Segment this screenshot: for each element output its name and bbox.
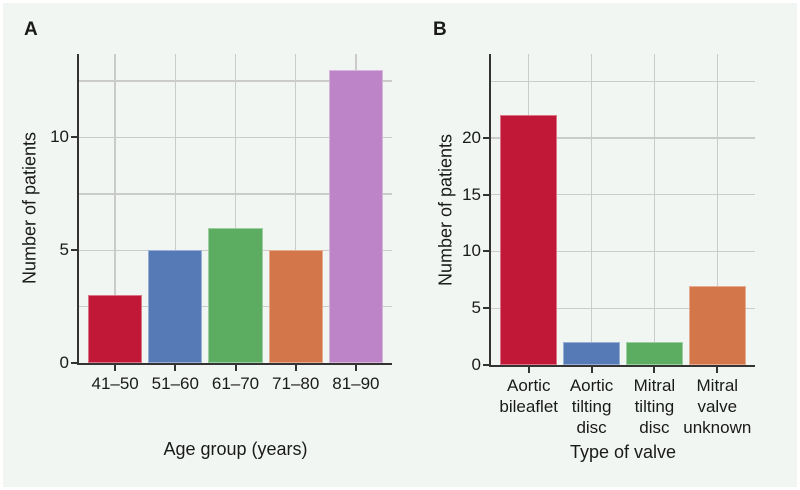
gridline-horizontal <box>491 194 755 196</box>
gridline-vertical <box>294 54 297 363</box>
bar-mitral-valve-unknown <box>689 285 746 365</box>
gridline-vertical <box>114 54 116 363</box>
y-axis-tick <box>483 364 489 366</box>
x-tick-label: Mitral valve unknown <box>683 376 752 437</box>
bar-mitral-tilting-disc <box>626 342 683 365</box>
bar-aortic-tilting-disc <box>563 342 620 365</box>
gridline-horizontal <box>491 307 755 309</box>
y-tick-label: 0 <box>59 353 69 372</box>
x-tick-label: Aortic tilting disc <box>569 376 614 437</box>
gridline-vertical <box>234 54 237 363</box>
x-axis-tick <box>234 365 237 371</box>
panel-label-b: B <box>433 19 448 40</box>
y-tick-label: 0 <box>471 355 481 374</box>
panel-b-y-axis-title: Number of patients <box>435 133 456 287</box>
gridline-vertical <box>174 54 176 363</box>
y-axis-tick <box>483 136 489 139</box>
panel-a-plot-area: 0 5 10 41–50 51–60 61–70 71–80 81–90 <box>50 54 392 393</box>
panel-a-x-axis-title: Age group (years) <box>163 439 308 459</box>
x-tick-label: 51–60 <box>151 374 199 393</box>
x-axis-tick <box>653 367 656 373</box>
x-axis-line <box>489 365 755 367</box>
x-tick-label: 71–80 <box>272 374 320 393</box>
gridline-vertical <box>590 54 593 365</box>
bar-71–80 <box>268 250 323 363</box>
x-axis-tick <box>590 367 593 373</box>
x-tick-label: Mitral tilting disc <box>633 376 676 437</box>
x-axis-tick <box>354 365 357 371</box>
gridline-vertical <box>653 54 656 365</box>
y-tick-label: 5 <box>471 298 481 318</box>
y-tick-label: 10 <box>50 127 69 147</box>
x-axis-tick <box>294 365 297 371</box>
x-axis-line <box>77 363 392 365</box>
y-axis-line <box>489 54 491 367</box>
x-tick-label: 81–90 <box>332 374 380 393</box>
x-axis-tick <box>114 365 117 371</box>
x-axis-tick <box>716 367 719 373</box>
figure-background <box>3 3 797 487</box>
bar-aortic-bileaflet <box>500 115 557 365</box>
panel-label-a: A <box>24 19 39 40</box>
bar-41–50 <box>88 295 143 363</box>
panel-b-plot-area: 0 5 10 15 20 Aortic bileaflet Aortic tilting d… <box>462 54 755 437</box>
x-axis-tick <box>174 365 177 371</box>
gridline-horizontal <box>491 250 755 253</box>
x-tick-label: 41–50 <box>91 374 139 393</box>
y-axis-tick <box>483 250 489 253</box>
gridline-horizontal <box>491 80 755 82</box>
bar-51–60 <box>148 250 203 363</box>
bar-81–90 <box>328 69 383 363</box>
y-tick-label: 15 <box>462 184 481 204</box>
y-axis-tick <box>483 307 489 310</box>
panel-b-x-axis-title: Type of valve <box>569 442 677 462</box>
panel-a-y-axis-title: Number of patients <box>19 131 40 285</box>
y-tick-label: 10 <box>462 241 481 261</box>
gridline-vertical <box>716 54 718 365</box>
y-axis-tick <box>483 193 489 196</box>
y-tick-label: 5 <box>59 240 69 260</box>
y-axis-tick <box>71 136 77 139</box>
y-axis-line <box>77 54 79 365</box>
x-axis-tick <box>527 367 530 373</box>
y-axis-tick <box>71 362 77 364</box>
x-tick-label: Aortic bileaflet <box>499 376 559 416</box>
x-tick-label: 61–70 <box>211 374 260 393</box>
gridline-horizontal <box>491 137 755 139</box>
y-tick-label: 20 <box>462 127 481 147</box>
bar-61–70 <box>208 227 263 363</box>
y-axis-tick <box>71 249 77 252</box>
